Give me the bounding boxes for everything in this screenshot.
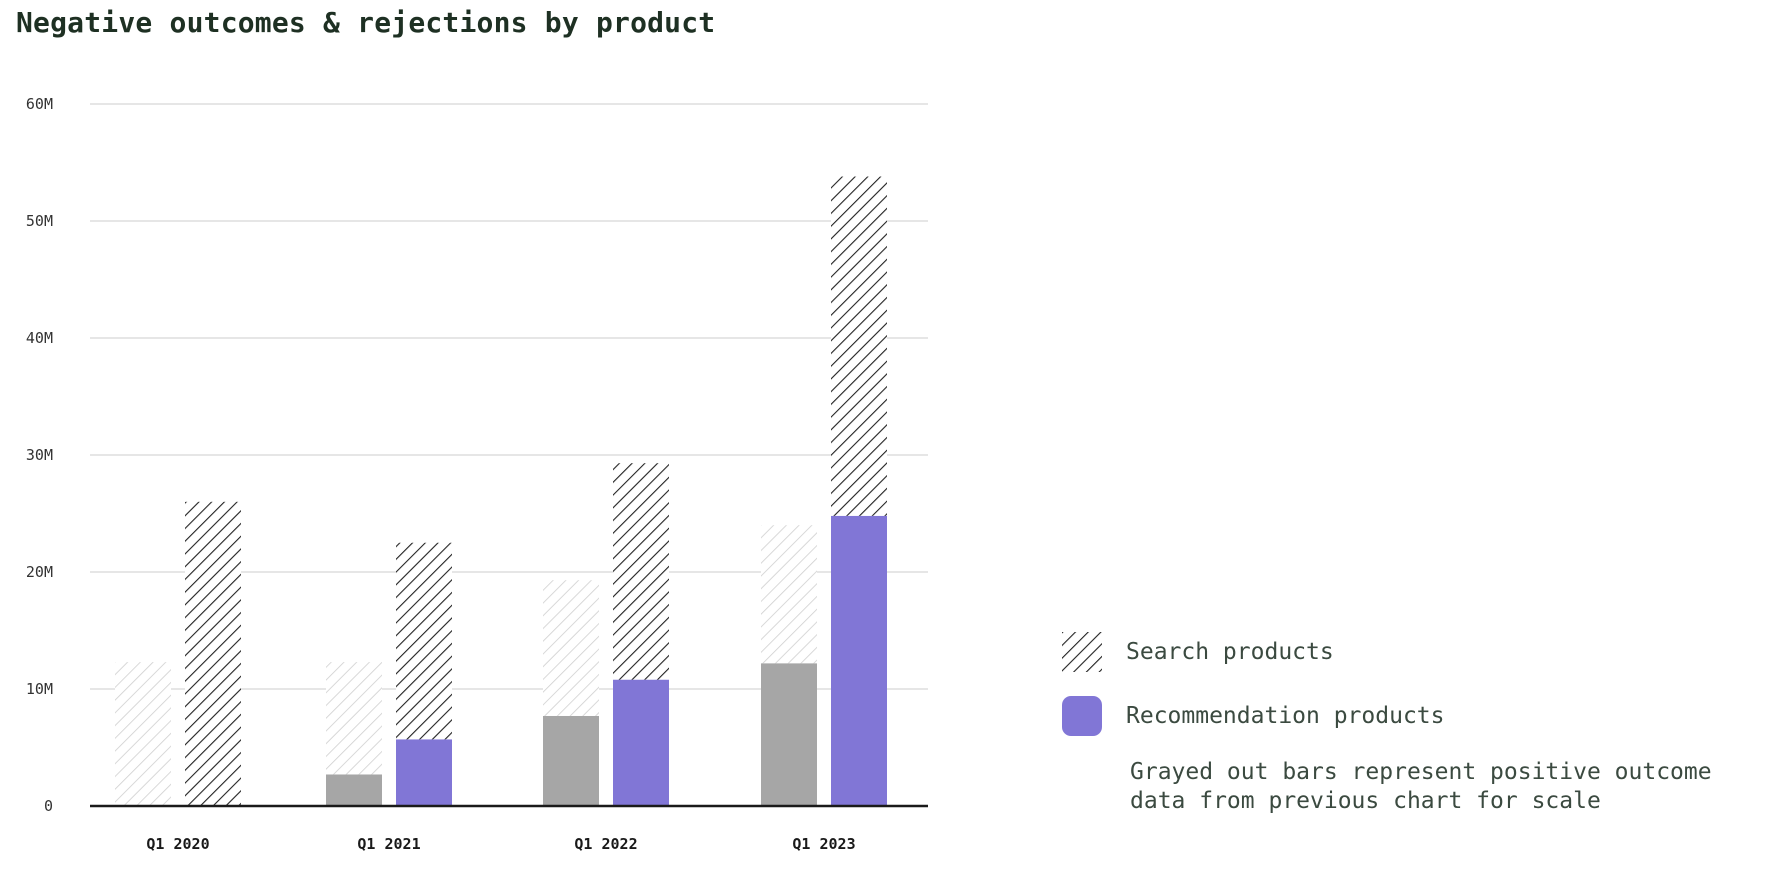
grayed-bar-hatched bbox=[543, 580, 599, 716]
legend: Search products Recommendation products … bbox=[1062, 630, 1768, 816]
x-tick-label: Q1 2020 bbox=[146, 835, 209, 853]
y-tick-label: 10M bbox=[26, 680, 53, 698]
grayed-bar-hatched bbox=[761, 525, 817, 664]
y-axis-ticks: 0 10M 20M 30M 40M 50M 60M bbox=[26, 95, 53, 815]
grayed-bar-solid bbox=[543, 715, 599, 806]
y-tick-label: 0 bbox=[44, 797, 53, 815]
recommendation-bar bbox=[831, 515, 887, 806]
y-tick-label: 60M bbox=[26, 95, 53, 113]
legend-label-search: Search products bbox=[1126, 639, 1334, 665]
grayed-bar-hatched bbox=[326, 662, 382, 775]
search-bar bbox=[185, 501, 241, 806]
hatch-swatch-icon bbox=[1062, 632, 1102, 672]
chart-title: Negative outcomes & rejections by produc… bbox=[16, 6, 716, 39]
legend-note: Grayed out bars represent positive outco… bbox=[1130, 759, 1712, 814]
x-tick-label: Q1 2021 bbox=[357, 835, 420, 853]
x-tick-label: Q1 2022 bbox=[574, 835, 637, 853]
legend-item-recommendation: Recommendation products bbox=[1062, 694, 1768, 738]
grayed-bar-solid bbox=[326, 774, 382, 806]
bars bbox=[115, 176, 887, 806]
recommendation-bar bbox=[396, 739, 452, 806]
recommendation-bar bbox=[613, 679, 669, 806]
search-bar bbox=[831, 176, 887, 516]
grayed-bar-solid bbox=[761, 663, 817, 806]
search-bar bbox=[613, 463, 669, 680]
x-axis-ticks: Q1 2020 Q1 2021 Q1 2022 Q1 2023 bbox=[90, 804, 928, 853]
y-tick-label: 50M bbox=[26, 212, 53, 230]
grayed-bar-hatched bbox=[115, 662, 171, 806]
x-tick-label: Q1 2023 bbox=[792, 835, 855, 853]
search-bar bbox=[396, 542, 452, 740]
legend-label-recommendation: Recommendation products bbox=[1126, 703, 1445, 729]
y-tick-label: 40M bbox=[26, 329, 53, 347]
y-tick-label: 30M bbox=[26, 446, 53, 464]
y-tick-label: 20M bbox=[26, 563, 53, 581]
purple-swatch-icon bbox=[1062, 696, 1102, 736]
legend-item-search: Search products bbox=[1062, 630, 1768, 674]
